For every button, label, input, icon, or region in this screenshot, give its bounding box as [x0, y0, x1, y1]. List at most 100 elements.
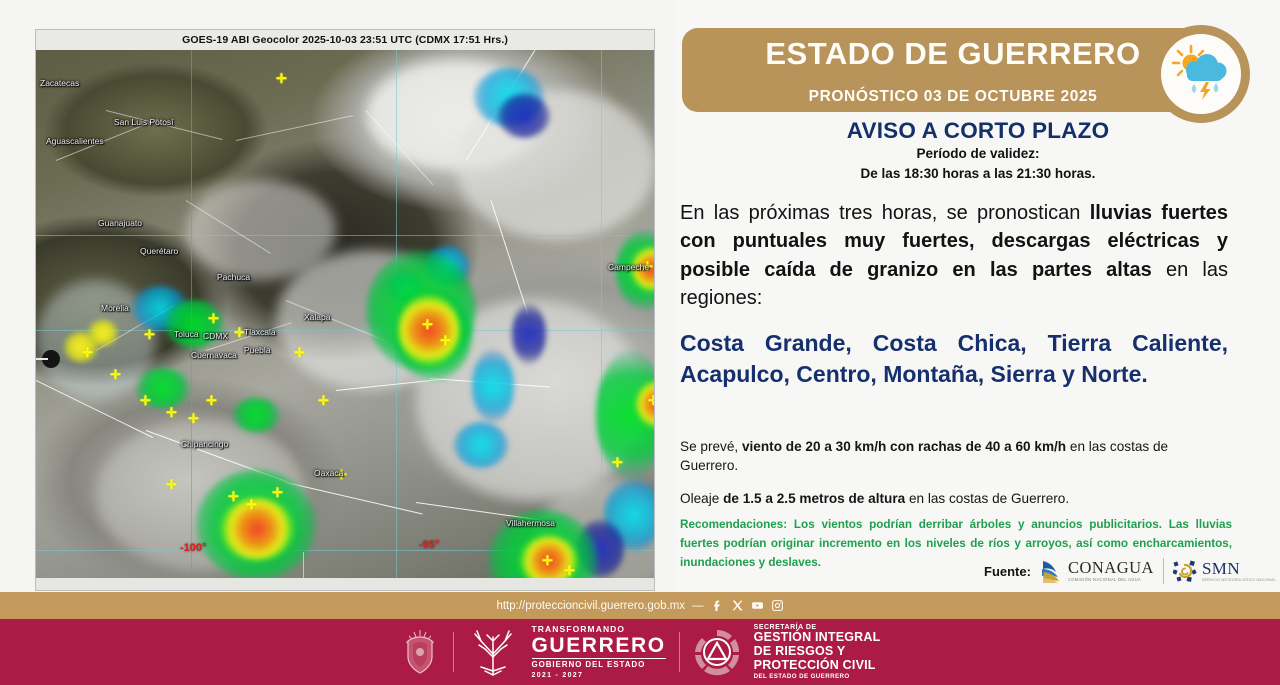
grid-longitude-line: [601, 50, 602, 590]
youtube-icon[interactable]: [751, 599, 764, 612]
grid-latitude-line: [36, 550, 654, 551]
x-twitter-icon[interactable]: [731, 599, 744, 612]
storm-cell: [88, 320, 118, 346]
wind-lead: Se prevé,: [680, 439, 742, 454]
logo-divider: [678, 632, 680, 672]
location-marker: [36, 350, 60, 368]
gov-line-guerrero: GUERRERO: [531, 633, 666, 657]
city-label: San Luis Potosí: [114, 117, 174, 127]
storm-cell: [472, 350, 514, 422]
cloud-mass: [186, 180, 336, 280]
header-band: [682, 28, 1202, 112]
recommendations-text: Recomendaciones: Los vientos podrían der…: [680, 518, 1232, 569]
government-wordmark: TRANSFORMANDO GUERRERO GOBIERNO DEL ESTA…: [531, 625, 666, 679]
sec-line-estado: DEL ESTADO DE GUERRERO: [753, 672, 850, 680]
satellite-image: ✛ ✛ ✛ ✛ ✛ ✛ ✛ ✛ ✛ ✛ ✛ ✛ ✛ ✛ ✛ ✛ ✛ ✛ ✛ ✛ …: [36, 50, 654, 590]
page-title: ESTADO DE GUERRERO: [765, 36, 1141, 71]
conagua-name: CONAGUA: [1067, 557, 1154, 577]
storm-cell: [512, 304, 546, 364]
lightning-marker: ✛: [272, 485, 283, 500]
storm-cell: [164, 300, 224, 348]
conagua-logo: CONAGUA COMISIÓN NACIONAL DEL AGUA: [1040, 558, 1154, 584]
city-label: Cuernavaca: [191, 350, 237, 360]
state-border: [235, 115, 354, 141]
lightning-marker: ✛: [82, 345, 93, 360]
guerrero-state-crest-icon: [400, 628, 440, 676]
grid-latitude-line: [36, 330, 654, 331]
map-title: GOES-19 ABI Geocolor 2025-10-03 23:51 UT…: [36, 30, 654, 50]
storm-cell: [454, 422, 508, 468]
lightning-marker: ✛: [110, 367, 121, 382]
footer-logo-bar: TRANSFORMANDO GUERRERO GOBIERNO DEL ESTA…: [0, 619, 1280, 685]
wind-forecast: Se prevé, viento de 20 a 30 km/h con rac…: [680, 437, 1228, 476]
source-attribution: Fuente: CONAGUA COMISIÓN NACIONAL DEL AG…: [984, 558, 1276, 584]
lightning-marker: ✛: [206, 393, 217, 408]
smn-emblem-icon: [1172, 560, 1197, 582]
wave-lead: Oleaje: [680, 491, 724, 506]
smn-name: SMN: [1201, 558, 1241, 578]
lightning-marker: ✛: [612, 455, 623, 470]
lightning-marker: ✛: [246, 497, 257, 512]
conagua-tagline: COMISIÓN NACIONAL DEL AGUA: [1067, 577, 1142, 583]
sec-line-gestion: GESTIÓN INTEGRAL: [753, 630, 881, 645]
wave-emphasis: de 1.5 a 2.5 metros de altura: [723, 491, 906, 506]
alert-heading: AVISO A CORTO PLAZO: [846, 118, 1110, 143]
wind-emphasis: viento de 20 a 30 km/h con rachas de 40 …: [741, 439, 1067, 454]
city-label: Zacatecas: [40, 78, 80, 88]
gov-line-period: 2021 - 2027: [531, 671, 584, 679]
storm-cell-core: [632, 246, 654, 292]
city-label: Pachuca: [217, 272, 251, 282]
logo-divider: [452, 632, 454, 672]
storm-cell-core: [220, 498, 294, 560]
sec-line-proteccion: PROTECCIÓN CIVIL: [753, 657, 876, 672]
lightning-marker: ✛: [542, 553, 553, 568]
storm-cell-core: [636, 380, 654, 428]
forecast-tail: en las regiones:: [680, 258, 1228, 310]
sun-rain-cloud-lightning-icon: [1152, 25, 1250, 123]
lightning-marker: ✛: [294, 345, 305, 360]
smn-tagline: SERVICIO METEOROLÓGICO NACIONAL: [1201, 577, 1276, 582]
city-label: Chipancingo: [181, 439, 229, 449]
city-label: Villahermosa: [506, 518, 555, 528]
storm-cell-core: [398, 294, 460, 366]
storm-cell: [136, 368, 190, 408]
wave-forecast: Oleaje de 1.5 a 2.5 metros de altura en …: [680, 489, 1228, 508]
forecast-lead: En las próximas tres horas, se pronostic…: [680, 202, 1090, 224]
storm-cell-core: [520, 536, 578, 586]
civil-protection-emblem-icon: [693, 628, 741, 676]
city-label: CDMX: [203, 331, 229, 341]
city-label: Oaxaca: [314, 468, 344, 478]
longitude-label: -95°: [419, 539, 440, 551]
lightning-marker: ✛: [642, 259, 653, 274]
sec-line-secretaria: SECRETARÍA DE: [753, 623, 817, 631]
longitude-label: -100°: [180, 542, 207, 554]
smn-logo: SMN SERVICIO METEOROLÓGICO NACIONAL: [1172, 558, 1276, 583]
wind-tail: en las costas de Guerrero.: [680, 439, 1169, 474]
city-label: Querétaro: [140, 246, 179, 256]
separator-dash: —: [692, 599, 704, 612]
alert-panel: ESTADO DE GUERRERO PRONÓSTICO 03 DE OCTU…: [676, 0, 1280, 592]
secretariat-wordmark: SECRETARÍA DE GESTIÓN INTEGRAL DE RIESGO…: [754, 624, 881, 681]
lightning-marker: ✛: [140, 393, 151, 408]
logo-divider: [1162, 558, 1164, 584]
map-bottom-strip: [36, 552, 654, 590]
city-label: Morelia: [101, 303, 129, 313]
lightning-marker: ✛: [166, 477, 177, 492]
instagram-icon[interactable]: [771, 599, 784, 612]
storm-cell: [232, 398, 280, 432]
lightning-marker: ✛: [422, 317, 433, 332]
lightning-marker: ✛: [188, 411, 199, 426]
website-url[interactable]: http://proteccioncivil.guerrero.gob.mx: [496, 599, 686, 612]
lightning-marker: ✛: [440, 333, 451, 348]
facebook-icon[interactable]: [711, 599, 724, 612]
city-label: Toluca: [174, 329, 199, 339]
lightning-marker: ✛: [276, 71, 287, 86]
lightning-marker: ✛: [336, 467, 347, 482]
city-label: Guanajuato: [98, 218, 142, 228]
city-label: Tlaxcala: [244, 327, 276, 337]
footer-url-bar: http://proteccioncivil.guerrero.gob.mx —: [0, 592, 1280, 619]
city-label: Aguascalientes: [46, 136, 104, 146]
lightning-marker: ✛: [166, 405, 177, 420]
forecast-paragraph: En las próximas tres horas, se pronostic…: [680, 199, 1228, 313]
